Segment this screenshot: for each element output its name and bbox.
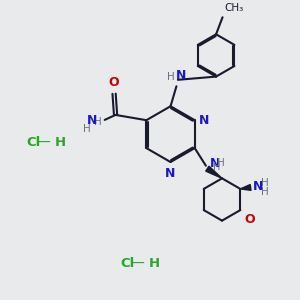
- Text: H: H: [261, 178, 269, 188]
- Text: N: N: [253, 180, 263, 193]
- Text: —: —: [130, 256, 144, 270]
- Text: O: O: [244, 213, 255, 226]
- Text: H: H: [217, 158, 225, 168]
- Text: H: H: [167, 72, 175, 82]
- Text: N: N: [199, 114, 209, 127]
- Polygon shape: [206, 166, 222, 178]
- Text: O: O: [109, 76, 119, 89]
- Text: H: H: [94, 117, 102, 127]
- Text: N: N: [176, 69, 186, 82]
- Text: N: N: [165, 167, 176, 180]
- Text: N: N: [210, 157, 220, 170]
- Text: H: H: [148, 257, 160, 270]
- Text: N: N: [87, 114, 97, 127]
- Text: Cl: Cl: [27, 136, 41, 149]
- Text: H: H: [55, 136, 66, 149]
- Text: CH₃: CH₃: [224, 3, 244, 13]
- Text: H: H: [213, 162, 220, 172]
- Text: H: H: [261, 187, 269, 197]
- Text: Cl: Cl: [121, 257, 135, 270]
- Polygon shape: [240, 184, 251, 190]
- Text: H: H: [83, 124, 91, 134]
- Text: —: —: [36, 136, 50, 150]
